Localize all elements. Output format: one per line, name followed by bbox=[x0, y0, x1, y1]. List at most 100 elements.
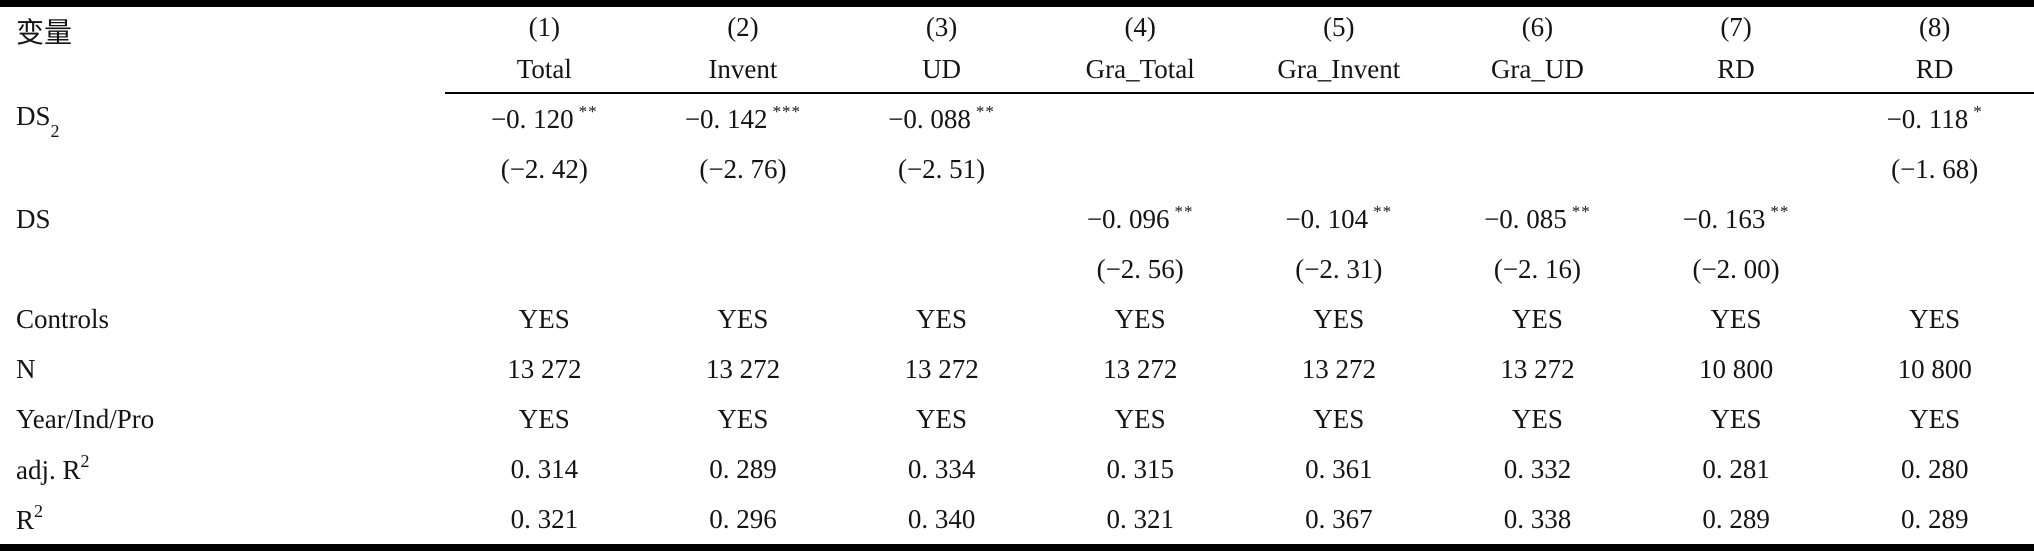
table-cell bbox=[1835, 194, 2034, 244]
table-cell: 10 800 bbox=[1897, 353, 1972, 384]
significance-stars: * bbox=[1973, 102, 1983, 121]
table-cell: 0. 361 bbox=[1305, 453, 1373, 484]
table-cell: (−1. 68) bbox=[1891, 153, 1979, 184]
table-cell: 0. 338 bbox=[1503, 503, 1572, 534]
table-cell bbox=[1240, 93, 1439, 144]
table-row: adj. R2 0. 314 0. 289 0. 334 0. 315 0. 361 0. … bbox=[0, 444, 2034, 494]
table-cell: 0. 332 bbox=[1503, 453, 1572, 484]
table-cell: YES bbox=[717, 403, 769, 434]
row-label bbox=[0, 244, 445, 294]
row-label: N bbox=[16, 353, 36, 384]
table-cell bbox=[1835, 244, 2034, 294]
table-row: Controls YES YES YES YES YES YES YES YES bbox=[0, 294, 2034, 344]
table-cell: 13 272 bbox=[1500, 353, 1575, 384]
table-cell: (−2. 76) bbox=[699, 153, 787, 184]
label-superscript: 2 bbox=[34, 500, 44, 521]
row-label: Year/Ind/Pro bbox=[16, 403, 155, 434]
row-label: DS bbox=[16, 203, 51, 234]
column-number: (1) bbox=[528, 11, 561, 42]
corner-label-variable: 变量 bbox=[16, 18, 73, 49]
label-subscript: 2 bbox=[50, 121, 60, 142]
significance-stars: *** bbox=[772, 102, 802, 121]
column-model: RD bbox=[1636, 47, 1836, 94]
table-header: 变量 (1) (2) (3) (4) (5) (6) (7) (8) Total Invent U… bbox=[0, 7, 2034, 94]
table-cell: 0. 334 bbox=[907, 453, 976, 484]
table-cell: 0. 367 bbox=[1305, 503, 1373, 534]
table-row: DS2 −0. 120 ** −0. 142 *** −0. 088 ** −0. 118 * bbox=[0, 93, 2034, 144]
table-cell: YES bbox=[518, 303, 570, 334]
column-number: (5) bbox=[1323, 11, 1355, 42]
table-cell: 13 272 bbox=[507, 353, 582, 384]
coefficient-cell: −0. 088 ** bbox=[888, 102, 995, 134]
coefficient-cell: −0. 118 * bbox=[1886, 102, 1983, 134]
table-row: DS −0. 096 ** −0. 104 ** −0. 085 ** −0. 163 ** bbox=[0, 194, 2034, 244]
column-number: (4) bbox=[1124, 11, 1156, 42]
table-cell bbox=[1438, 144, 1637, 194]
row-label bbox=[0, 144, 445, 194]
table-cell: (−2. 00) bbox=[1692, 253, 1780, 284]
coefficient-cell: −0. 096 ** bbox=[1086, 202, 1194, 234]
column-number: (8) bbox=[1918, 11, 1951, 42]
significance-stars: ** bbox=[1373, 202, 1393, 221]
row-label: R2 bbox=[16, 500, 44, 535]
table-cell bbox=[644, 194, 843, 244]
coefficient-cell: −0. 163 ** bbox=[1682, 202, 1790, 234]
table-body: DS2 −0. 120 ** −0. 142 *** −0. 088 ** −0. 118 *(… bbox=[0, 93, 2034, 544]
column-model: Total bbox=[445, 47, 644, 94]
column-number: (3) bbox=[925, 11, 958, 42]
table-cell: YES bbox=[1313, 303, 1365, 334]
table-cell: (−2. 42) bbox=[500, 153, 588, 184]
significance-stars: ** bbox=[1571, 202, 1591, 221]
significance-stars: ** bbox=[975, 102, 995, 121]
table-row: R2 0. 321 0. 296 0. 340 0. 321 0. 367 0. 338 0.… bbox=[0, 494, 2034, 544]
column-model: Gra_Total bbox=[1040, 47, 1240, 94]
table-cell: 0. 315 bbox=[1106, 453, 1174, 484]
table-cell: YES bbox=[1511, 403, 1563, 434]
header-row-numbers: 变量 (1) (2) (3) (4) (5) (6) (7) (8) bbox=[0, 7, 2034, 50]
table-cell: 0. 296 bbox=[709, 503, 777, 534]
table-cell bbox=[445, 194, 644, 244]
table-cell: YES bbox=[916, 303, 968, 334]
column-number: (2) bbox=[727, 11, 759, 42]
table-cell: 13 272 bbox=[1103, 353, 1178, 384]
column-model: Gra_UD bbox=[1438, 47, 1637, 94]
table-cell bbox=[842, 194, 1041, 244]
table-cell: 13 272 bbox=[1301, 353, 1376, 384]
row-label: Controls bbox=[16, 303, 110, 334]
table-cell: YES bbox=[1710, 403, 1762, 434]
table-cell: 13 272 bbox=[705, 353, 781, 384]
table-cell: YES bbox=[1114, 303, 1166, 334]
table-cell: YES bbox=[1909, 303, 1961, 334]
table-cell bbox=[1637, 144, 1836, 194]
table-cell: 13 272 bbox=[904, 353, 979, 384]
table-cell bbox=[644, 244, 843, 294]
table-cell bbox=[842, 244, 1041, 294]
table-cell: YES bbox=[518, 403, 570, 434]
table-cell bbox=[1240, 144, 1439, 194]
table-cell: (−2. 56) bbox=[1096, 253, 1184, 284]
table-cell bbox=[445, 244, 644, 294]
table-cell: 0. 321 bbox=[1106, 503, 1174, 534]
significance-stars: ** bbox=[1174, 202, 1194, 221]
table-cell: YES bbox=[1114, 403, 1166, 434]
table-row: N 13 272 13 272 13 272 13 272 13 272 13 272 10 … bbox=[0, 344, 2034, 394]
column-number: (6) bbox=[1521, 11, 1554, 42]
table-cell: YES bbox=[717, 303, 769, 334]
table-row: Year/Ind/Pro YES YES YES YES YES YES YES YES bbox=[0, 394, 2034, 444]
column-model: Gra_Invent bbox=[1239, 47, 1439, 94]
table-row: (−2. 56) (−2. 31) (−2. 16) (−2. 00) bbox=[0, 244, 2034, 294]
table-cell: 0. 289 bbox=[1900, 503, 1969, 534]
regression-table: 变量 (1) (2) (3) (4) (5) (6) (7) (8) Total Invent U… bbox=[0, 7, 2034, 544]
table-cell: YES bbox=[1313, 403, 1365, 434]
table-cell: 0. 280 bbox=[1900, 453, 1969, 484]
table-cell: 0. 340 bbox=[907, 503, 976, 534]
table-cell bbox=[1637, 93, 1836, 144]
significance-stars: ** bbox=[578, 102, 598, 121]
table-cell: 0. 314 bbox=[510, 453, 579, 484]
label-superscript: 2 bbox=[80, 450, 90, 471]
column-number: (7) bbox=[1720, 11, 1752, 42]
row-label: DS2 bbox=[16, 100, 60, 142]
column-model: UD bbox=[842, 47, 1041, 94]
table-cell bbox=[1438, 93, 1637, 144]
